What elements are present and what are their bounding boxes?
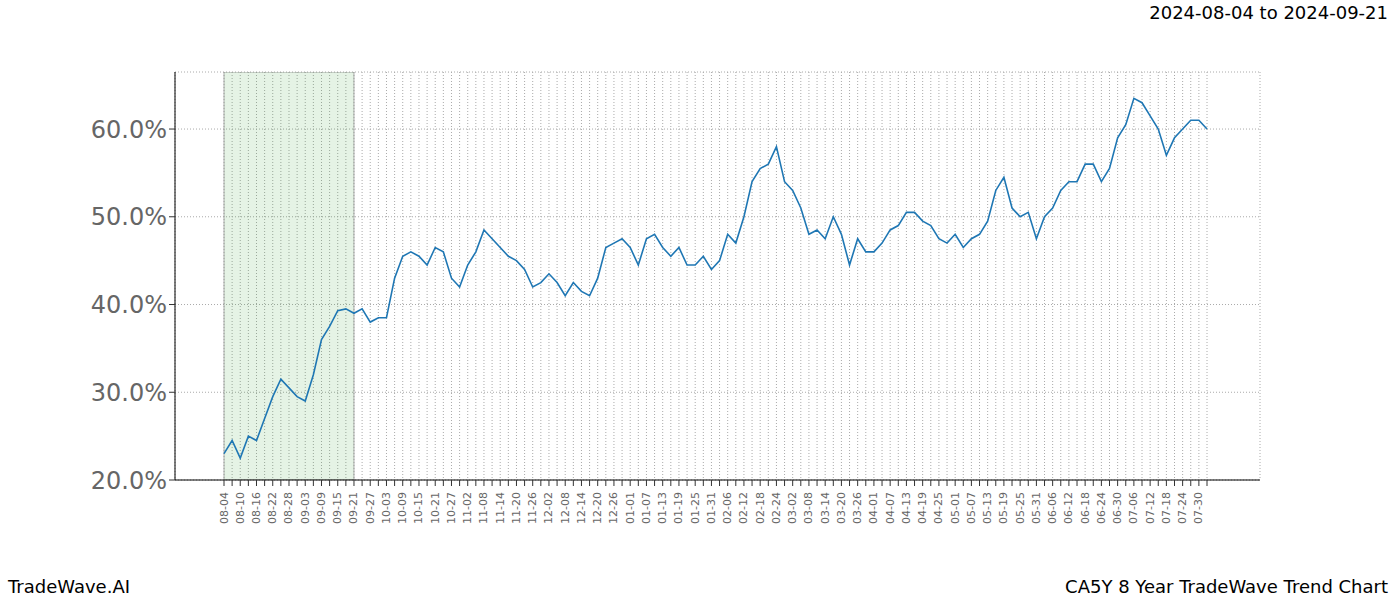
svg-text:04-19: 04-19 [916,492,929,524]
svg-text:10-27: 10-27 [445,492,458,524]
html-text:2024-08-04 to 2024-09-21: 2024-08-04 to 2024-09-21 [1149,2,1388,23]
svg-text:05-31: 05-31 [1030,492,1043,524]
svg-text:03-14: 03-14 [819,492,832,524]
svg-text:06-18: 06-18 [1079,492,1092,524]
svg-text:09-21: 09-21 [347,492,360,524]
svg-text:08-10: 08-10 [234,492,247,524]
svg-text:10-09: 10-09 [396,492,409,524]
svg-text:07-06: 07-06 [1127,492,1140,524]
svg-text:12-20: 12-20 [591,492,604,524]
svg-text:11-26: 11-26 [526,492,539,524]
svg-text:03-20: 03-20 [835,492,848,524]
svg-text:11-02: 11-02 [461,492,474,524]
svg-text:01-25: 01-25 [689,492,702,524]
svg-text:07-30: 07-30 [1192,492,1205,524]
svg-text:07-24: 07-24 [1176,492,1189,524]
svg-text:20.0%: 20.0% [91,467,167,495]
svg-text:10-15: 10-15 [412,492,425,524]
svg-text:09-09: 09-09 [315,492,328,524]
svg-text:03-02: 03-02 [786,492,799,524]
svg-text:06-12: 06-12 [1062,492,1075,524]
svg-text:12-14: 12-14 [575,492,588,524]
svg-text:08-04: 08-04 [218,492,231,524]
svg-text:09-27: 09-27 [364,492,377,524]
svg-text:40.0%: 40.0% [91,291,167,319]
svg-text:03-08: 03-08 [802,492,815,524]
svg-text:11-08: 11-08 [477,492,490,524]
svg-text:06-30: 06-30 [1111,492,1124,524]
svg-text:11-20: 11-20 [510,492,523,524]
svg-text:12-08: 12-08 [559,492,572,524]
svg-text:02-18: 02-18 [754,492,767,524]
svg-text:04-01: 04-01 [867,492,880,524]
svg-text:02-24: 02-24 [770,492,783,524]
svg-text:10-03: 10-03 [380,492,393,524]
svg-text:09-15: 09-15 [331,492,344,524]
svg-text:08-16: 08-16 [250,492,263,524]
svg-text:12-02: 12-02 [542,492,555,524]
svg-text:30.0%: 30.0% [91,379,167,407]
svg-text:04-13: 04-13 [900,492,913,524]
html-text:CA5Y 8 Year TradeWave Trend Ch: CA5Y 8 Year TradeWave Trend Chart [1065,576,1388,597]
svg-text:60.0%: 60.0% [91,116,167,144]
svg-text:01-01: 01-01 [624,492,637,524]
svg-text:07-18: 07-18 [1160,492,1173,524]
svg-text:05-19: 05-19 [997,492,1010,524]
svg-text:11-14: 11-14 [494,492,507,524]
svg-text:05-25: 05-25 [1014,492,1027,524]
svg-text:07-12: 07-12 [1144,492,1157,524]
svg-text:08-28: 08-28 [282,492,295,524]
svg-text:04-25: 04-25 [932,492,945,524]
svg-text:05-13: 05-13 [981,492,994,524]
html-text:TradeWave.AI: TradeWave.AI [8,576,130,597]
svg-text:01-31: 01-31 [705,492,718,524]
svg-text:08-22: 08-22 [266,492,279,524]
svg-text:03-26: 03-26 [851,492,864,524]
svg-text:06-24: 06-24 [1095,492,1108,524]
svg-text:12-26: 12-26 [607,492,620,524]
svg-text:05-01: 05-01 [949,492,962,524]
svg-text:01-07: 01-07 [640,492,653,524]
svg-text:06-06: 06-06 [1046,492,1059,524]
svg-text:02-06: 02-06 [721,492,734,524]
svg-text:01-13: 01-13 [656,492,669,524]
svg-text:50.0%: 50.0% [91,203,167,231]
svg-text:02-12: 02-12 [737,492,750,524]
svg-text:04-07: 04-07 [884,492,897,524]
svg-text:01-19: 01-19 [672,492,685,524]
svg-text:05-07: 05-07 [965,492,978,524]
svg-text:09-03: 09-03 [299,492,312,524]
svg-text:10-21: 10-21 [429,492,442,524]
